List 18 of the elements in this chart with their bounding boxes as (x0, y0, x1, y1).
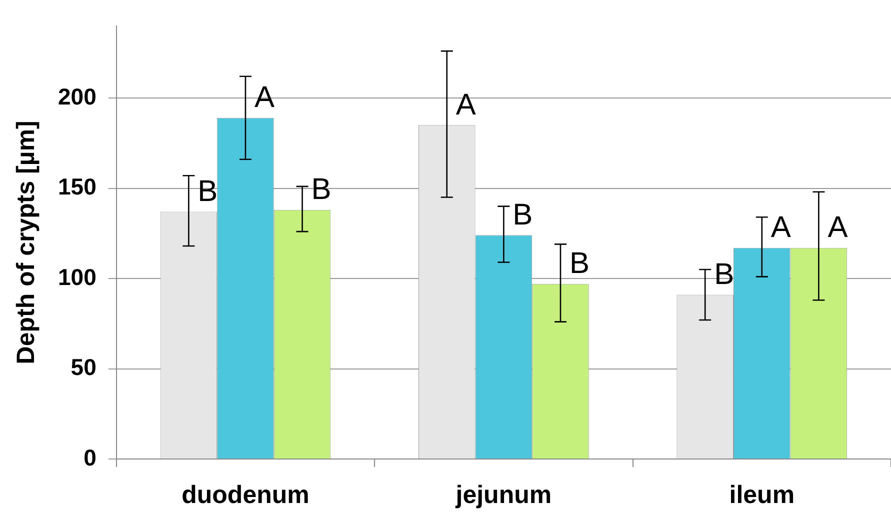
y-tick-label: 150 (58, 174, 96, 200)
data-label: A (456, 88, 476, 122)
y-axis-title: Depth of crypts [µm] (12, 120, 40, 364)
x-tick-label: ileum (729, 480, 795, 509)
data-label: B (512, 198, 533, 232)
data-label: A (828, 211, 848, 244)
y-tick-label: 0 (84, 444, 96, 470)
data-label: B (569, 247, 590, 280)
data-label: B (198, 174, 218, 208)
y-tick-label: 50 (70, 354, 96, 380)
y-tick-label: 100 (58, 264, 96, 290)
data-label: A (770, 211, 791, 244)
x-tick-label: jejunum (454, 480, 552, 509)
data-label: B (311, 173, 332, 206)
data-label: B (714, 258, 734, 292)
y-tick-label: 200 (58, 83, 96, 110)
x-tick-label: duodenum (182, 480, 310, 509)
data-label: A (254, 81, 274, 114)
